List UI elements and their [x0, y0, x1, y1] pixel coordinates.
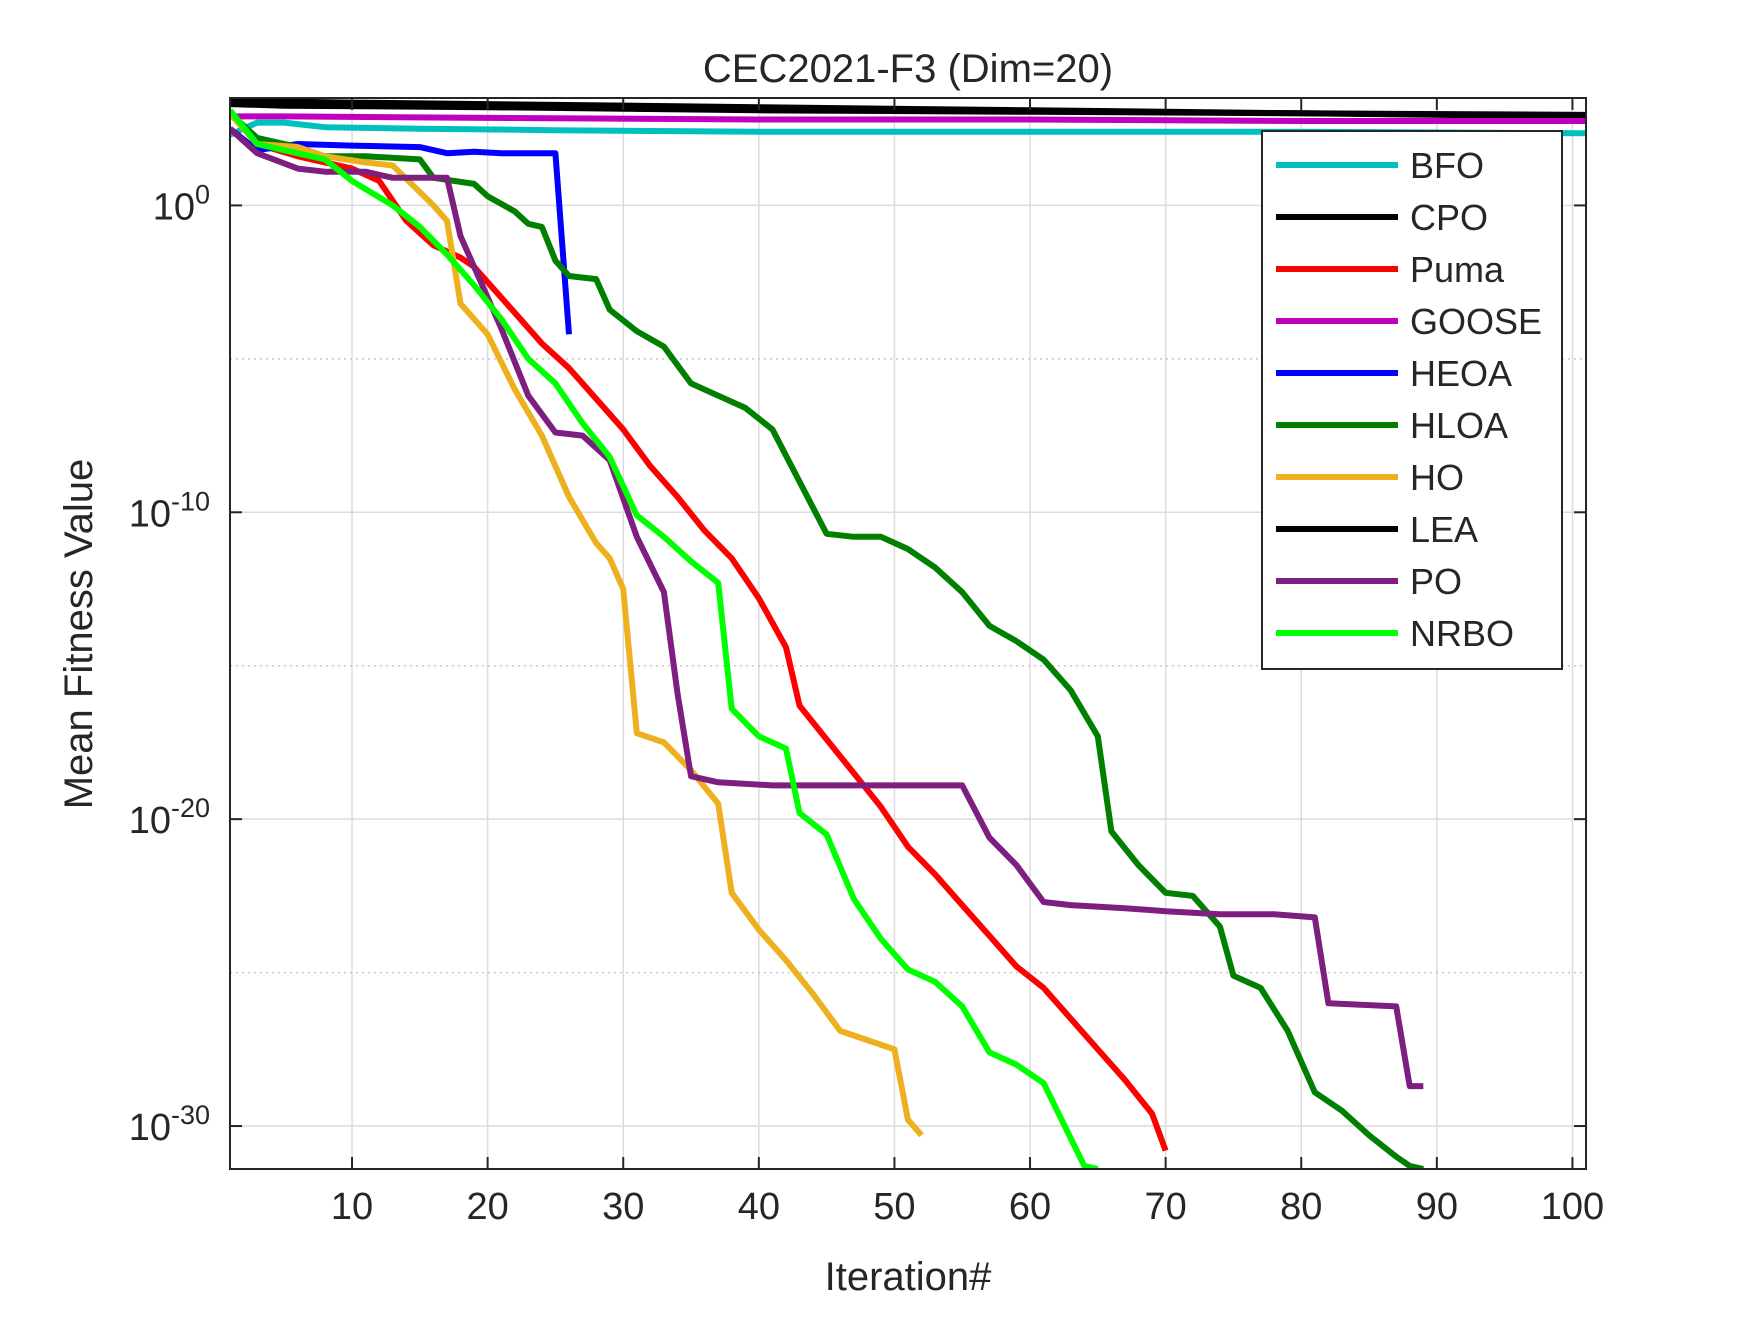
legend-label-puma: Puma — [1410, 249, 1505, 290]
series-line-ho — [230, 111, 924, 1138]
x-tick-label: 30 — [602, 1186, 644, 1228]
series-line-bfo — [230, 119, 1586, 138]
y-tick-label: 10-30 — [129, 1100, 210, 1149]
legend-label-lea: LEA — [1410, 509, 1478, 550]
chart-title: CEC2021-F3 (Dim=20) — [703, 47, 1113, 91]
legend-label-hloa: HLOA — [1410, 405, 1508, 446]
legend-label-po: PO — [1410, 561, 1462, 602]
y-axis-label: Mean Fitness Value — [57, 459, 101, 810]
series-line-lea — [230, 101, 1586, 118]
legend-label-bfo: BFO — [1410, 145, 1484, 186]
x-tick-label: 100 — [1541, 1186, 1604, 1228]
legend-label-cpo: CPO — [1410, 197, 1488, 238]
legend-label-heoa: HEOA — [1410, 353, 1512, 394]
series-line-puma — [230, 111, 1169, 1152]
legend-label-nrbo: NRBO — [1410, 613, 1514, 654]
series-line-po — [230, 126, 1424, 1090]
x-tick-label: 40 — [738, 1186, 780, 1228]
series-line-hloa — [230, 111, 1424, 1169]
x-tick-label: 70 — [1144, 1186, 1186, 1228]
series-line-goose — [230, 113, 1586, 124]
legend: BFO CPO Puma GOOSE HEOA HLOA HO LEA PO NRBO — [1261, 130, 1563, 670]
x-tick-label: 90 — [1416, 1186, 1458, 1228]
x-tick-label: 80 — [1280, 1186, 1322, 1228]
plot-frame — [229, 97, 1587, 1170]
legend-label-goose: GOOSE — [1410, 301, 1542, 342]
y-tick-label: 10-10 — [129, 486, 210, 535]
series-line-nrbo — [230, 108, 1099, 1169]
x-tick-label: 60 — [1009, 1186, 1051, 1228]
x-tick-label: 20 — [466, 1186, 508, 1228]
legend-label-ho: HO — [1410, 457, 1464, 498]
y-tick-label: 10-20 — [129, 793, 210, 842]
x-tick-label: 10 — [331, 1186, 373, 1228]
y-tick-label: 100 — [153, 179, 210, 228]
x-tick-label: 50 — [873, 1186, 915, 1228]
x-axis-label: Iteration# — [825, 1255, 993, 1299]
